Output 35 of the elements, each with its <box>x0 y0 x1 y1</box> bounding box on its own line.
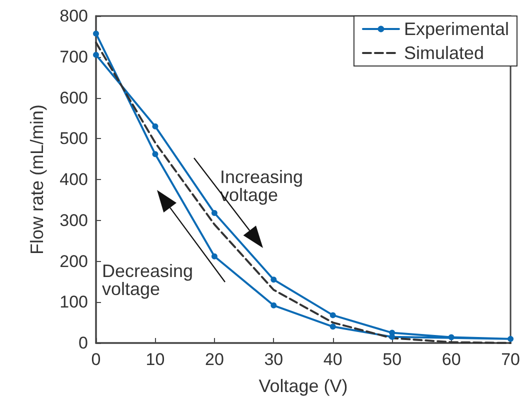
point <box>508 336 514 342</box>
point <box>270 302 277 308</box>
x-tick-label: 50 <box>382 350 402 369</box>
x-tick-label: 40 <box>323 350 342 369</box>
annotation: Increasing voltage <box>220 167 304 205</box>
point <box>211 210 218 216</box>
annotation: Decreasing voltage <box>102 261 194 299</box>
y-tick-label: 0 <box>78 334 88 352</box>
legend-label: Simulated <box>404 43 484 63</box>
point <box>152 123 158 130</box>
y-tick-label: 800 <box>60 6 88 26</box>
point <box>270 276 277 283</box>
point <box>330 312 336 318</box>
x-tick-label: 60 <box>442 350 461 369</box>
y-axis-title: Flow rate (mL/min) <box>27 104 47 255</box>
point <box>211 253 218 260</box>
point <box>448 334 454 340</box>
y-tick-label: 400 <box>60 170 88 189</box>
y-tick-label: 300 <box>60 210 88 230</box>
point <box>152 151 158 158</box>
legend-label: Experimental <box>404 19 509 39</box>
y-tick-label: 200 <box>60 252 88 271</box>
x-tick-label: 0 <box>91 350 101 369</box>
x-tick-label: 20 <box>204 350 224 369</box>
x-tick-label: 10 <box>146 350 165 369</box>
x-tick-label: 30 <box>264 350 284 369</box>
x-tick-label: 70 <box>501 350 520 369</box>
point <box>93 30 99 37</box>
y-tick-label: 700 <box>60 47 88 66</box>
point <box>330 324 336 330</box>
point <box>93 52 99 58</box>
x-axis-title: Voltage (V) <box>258 376 348 396</box>
y-tick-label: 500 <box>60 129 88 148</box>
y-tick-label: 100 <box>60 292 88 312</box>
y-tick-label: 600 <box>60 88 88 108</box>
